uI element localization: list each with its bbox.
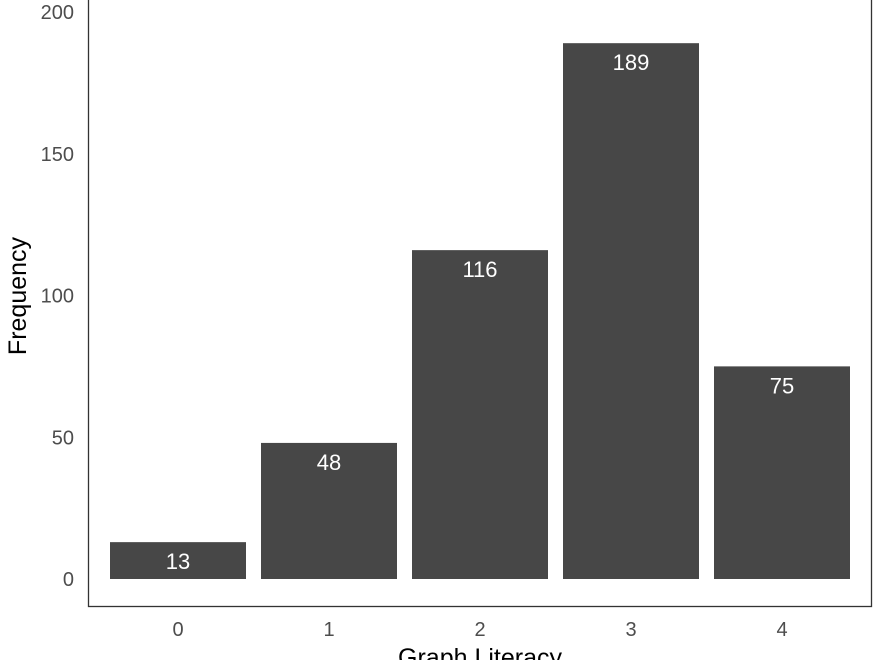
bar-label-1: 48 xyxy=(317,450,341,475)
x-axis: 0 1 2 3 4 xyxy=(172,619,787,641)
bar-label-3: 189 xyxy=(613,50,650,75)
y-tick-label-150: 150 xyxy=(41,144,74,166)
bar-label-0: 13 xyxy=(166,549,190,574)
y-tick-label-100: 100 xyxy=(41,286,74,308)
plot-panel-border xyxy=(87,0,873,608)
x-tick-label-0: 0 xyxy=(172,619,183,641)
y-axis-title: Frequency xyxy=(4,236,32,355)
x-tick-label-4: 4 xyxy=(776,619,787,641)
x-axis-title: Graph Literacy xyxy=(398,644,562,660)
y-axis: 0 50 100 150 200 xyxy=(41,2,74,591)
bar-2 xyxy=(412,250,548,579)
y-tick-label-50: 50 xyxy=(52,427,74,449)
x-tick-label-1: 1 xyxy=(323,619,334,641)
bar-label-2: 116 xyxy=(462,257,497,282)
bar-1 xyxy=(261,442,397,579)
y-tick-label-200: 200 xyxy=(41,2,74,24)
bar-4 xyxy=(714,366,850,579)
x-tick-label-2: 2 xyxy=(474,619,485,641)
bar-label-4: 75 xyxy=(770,373,794,398)
bar-labels-group: 13 48 116 189 75 xyxy=(166,50,794,574)
y-tick-label-0: 0 xyxy=(63,569,74,591)
bar-3 xyxy=(563,43,699,580)
bar-0 xyxy=(110,542,246,579)
bars-group xyxy=(110,43,850,580)
x-tick-label-3: 3 xyxy=(625,619,636,641)
